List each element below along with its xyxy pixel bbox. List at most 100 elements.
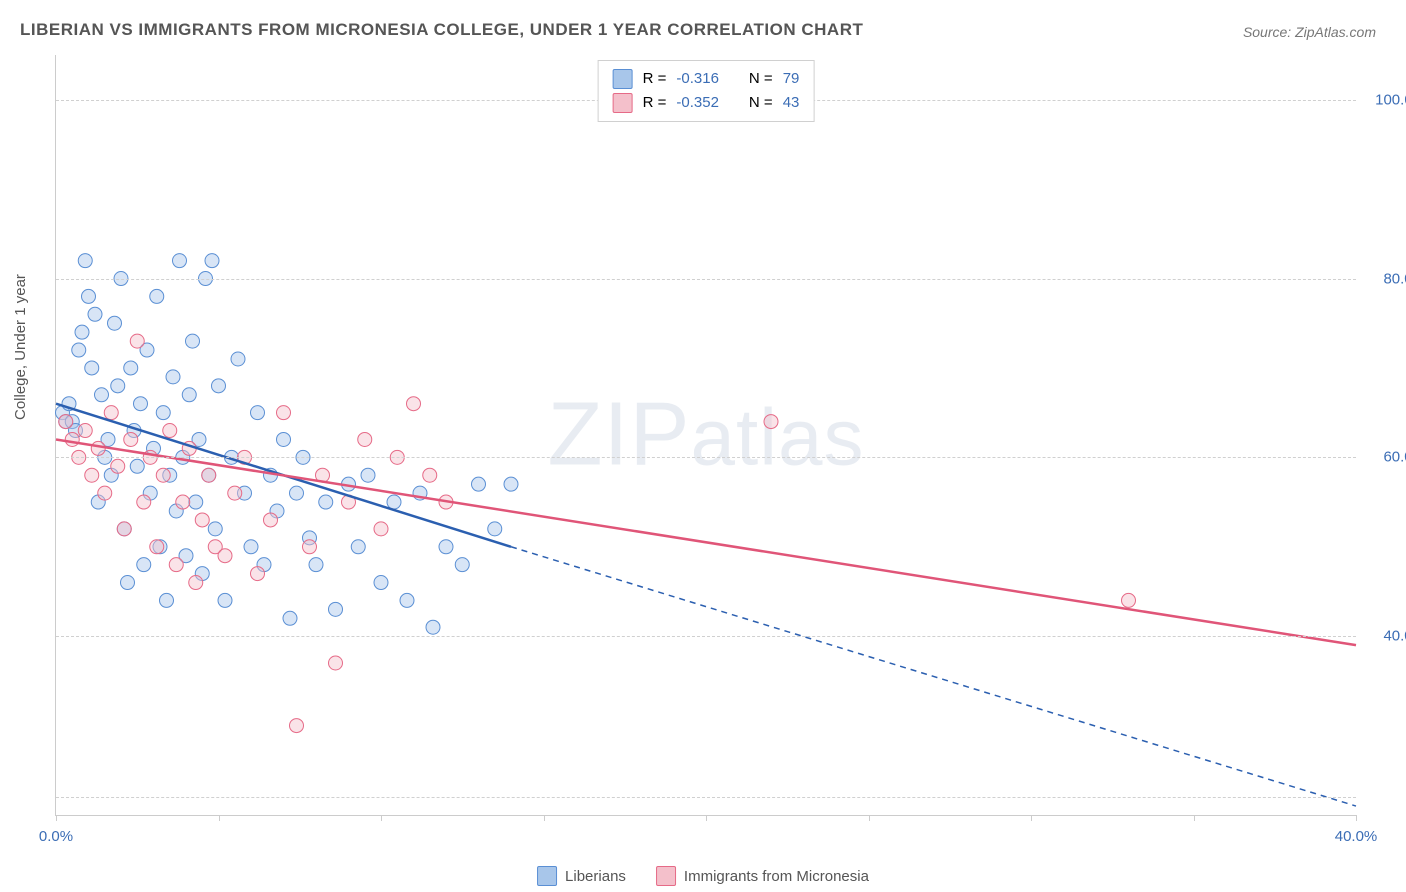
data-point: [78, 254, 92, 268]
data-point: [156, 468, 170, 482]
data-point: [150, 289, 164, 303]
data-point: [329, 602, 343, 616]
x-tick: [56, 815, 57, 821]
data-point: [387, 495, 401, 509]
legend-label-micronesia: Immigrants from Micronesia: [684, 868, 869, 885]
data-point: [108, 316, 122, 330]
data-point: [130, 459, 144, 473]
n-label: N =: [749, 67, 773, 91]
data-point: [169, 558, 183, 572]
data-point: [329, 656, 343, 670]
data-point: [130, 334, 144, 348]
gridline: [56, 279, 1356, 280]
swatch-liberians: [613, 69, 633, 89]
data-point: [91, 441, 105, 455]
n-value-2: 43: [783, 91, 800, 115]
x-tick-label: 0.0%: [39, 828, 73, 845]
source-attribution: Source: ZipAtlas.com: [1243, 24, 1376, 40]
data-point: [764, 415, 778, 429]
data-point: [423, 468, 437, 482]
data-point: [137, 495, 151, 509]
x-tick: [706, 815, 707, 821]
legend-series: Liberians Immigrants from Micronesia: [537, 866, 869, 886]
data-point: [277, 432, 291, 446]
data-point: [319, 495, 333, 509]
data-point: [124, 361, 138, 375]
legend-item-micronesia: Immigrants from Micronesia: [656, 866, 869, 886]
data-point: [358, 432, 372, 446]
data-point: [283, 611, 297, 625]
y-tick-label: 60.0%: [1366, 449, 1406, 466]
x-tick: [1356, 815, 1357, 821]
data-point: [111, 379, 125, 393]
x-tick: [1194, 815, 1195, 821]
data-point: [160, 593, 174, 607]
data-point: [251, 406, 265, 420]
data-point: [85, 468, 99, 482]
data-point: [156, 406, 170, 420]
x-tick: [1031, 815, 1032, 821]
data-point: [277, 406, 291, 420]
r-label: R =: [643, 67, 667, 91]
data-point: [59, 415, 73, 429]
data-point: [303, 540, 317, 554]
data-point: [202, 468, 216, 482]
data-point: [189, 576, 203, 590]
data-point: [117, 522, 131, 536]
chart-title: LIBERIAN VS IMMIGRANTS FROM MICRONESIA C…: [20, 20, 863, 40]
data-point: [111, 459, 125, 473]
gridline: [56, 797, 1356, 798]
legend-label-liberians: Liberians: [565, 868, 626, 885]
data-point: [361, 468, 375, 482]
r-value-2: -0.352: [676, 91, 719, 115]
data-point: [309, 558, 323, 572]
y-tick-label: 40.0%: [1366, 628, 1406, 645]
data-point: [176, 495, 190, 509]
data-point: [78, 424, 92, 438]
data-point: [88, 307, 102, 321]
n-value-1: 79: [783, 67, 800, 91]
x-tick-label: 40.0%: [1335, 828, 1378, 845]
data-point: [1122, 593, 1136, 607]
data-point: [218, 593, 232, 607]
swatch-liberians-icon: [537, 866, 557, 886]
scatter-svg: [56, 55, 1356, 815]
gridline: [56, 636, 1356, 637]
data-point: [351, 540, 365, 554]
x-tick: [869, 815, 870, 821]
data-point: [400, 593, 414, 607]
legend-stats-row-1: R = -0.316 N = 79: [613, 67, 800, 91]
swatch-micronesia-icon: [656, 866, 676, 886]
data-point: [264, 513, 278, 527]
data-point: [134, 397, 148, 411]
data-point: [75, 325, 89, 339]
data-point: [205, 254, 219, 268]
data-point: [95, 388, 109, 402]
data-point: [426, 620, 440, 634]
data-point: [104, 406, 118, 420]
data-point: [290, 486, 304, 500]
data-point: [65, 432, 79, 446]
data-point: [439, 540, 453, 554]
data-point: [244, 540, 258, 554]
trend-line-extrapolated: [511, 547, 1356, 806]
data-point: [163, 424, 177, 438]
x-tick: [381, 815, 382, 821]
data-point: [186, 334, 200, 348]
data-point: [173, 254, 187, 268]
data-point: [189, 495, 203, 509]
x-tick: [544, 815, 545, 821]
data-point: [208, 522, 222, 536]
data-point: [504, 477, 518, 491]
data-point: [374, 576, 388, 590]
data-point: [137, 558, 151, 572]
r-value-1: -0.316: [676, 67, 719, 91]
y-tick-label: 100.0%: [1366, 91, 1406, 108]
data-point: [195, 513, 209, 527]
data-point: [251, 567, 265, 581]
n-label: N =: [749, 91, 773, 115]
data-point: [488, 522, 502, 536]
swatch-micronesia: [613, 93, 633, 113]
data-point: [182, 388, 196, 402]
data-point: [472, 477, 486, 491]
